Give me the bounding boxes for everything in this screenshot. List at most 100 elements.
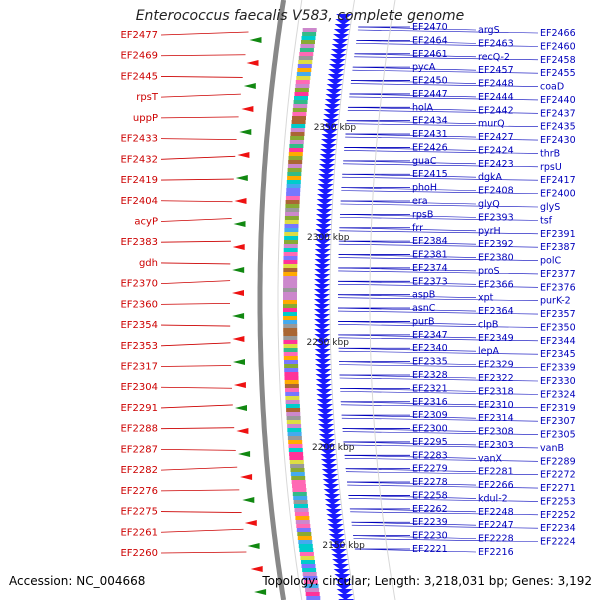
right-feature-label: EF2322: [478, 373, 514, 384]
cog-band: [283, 316, 298, 320]
cog-band: [300, 44, 315, 48]
left-leader-line: [160, 386, 233, 389]
cog-band: [291, 124, 306, 128]
cds-arrow: [325, 509, 342, 515]
right-leader-line: [338, 267, 477, 272]
cog-band: [297, 64, 312, 68]
cog-band: [294, 96, 308, 100]
right-feature-label: EF2387: [540, 242, 576, 253]
cog-band: [283, 324, 298, 328]
cds-arrow: [327, 524, 344, 530]
left-feature-label: EF2353: [120, 341, 158, 352]
cog-band: [299, 48, 314, 52]
left-feature-label: EF2354: [120, 320, 158, 331]
cog-band: [284, 376, 299, 380]
cog-band: [286, 192, 301, 196]
cds-arrow: [324, 104, 341, 110]
cog-band: [286, 420, 301, 424]
rna-feature: [232, 336, 245, 342]
rna-feature: [249, 37, 262, 43]
cog-band: [284, 232, 299, 236]
right-feature-label: EF2426: [412, 142, 448, 153]
cds-arrow: [329, 59, 346, 65]
right-leader-line: [340, 200, 477, 205]
left-feature-label: gdh: [139, 258, 158, 269]
cds-arrow: [328, 534, 345, 540]
left-leader-line: [160, 302, 231, 305]
cog-band: [283, 244, 298, 248]
cog-band: [283, 268, 298, 272]
rna-feature: [247, 543, 260, 549]
cds-arrow: [318, 169, 335, 175]
cog-band: [289, 148, 304, 152]
right-leader-line: [338, 337, 539, 342]
cog-band: [284, 368, 299, 372]
cds-arrow: [314, 314, 331, 320]
cog-band: [285, 212, 299, 216]
cog-band: [283, 284, 298, 288]
right-feature-label: murQ: [478, 119, 505, 130]
right-feature-label: EF2248: [478, 507, 514, 518]
cog-band: [299, 552, 314, 556]
right-feature-label: EF2464: [412, 35, 448, 46]
right-feature-label: EF2339: [540, 363, 576, 374]
cog-band: [296, 76, 311, 80]
right-leader-line: [337, 294, 477, 298]
cog-band: [293, 496, 308, 500]
cog-band: [289, 452, 304, 456]
cog-band: [295, 80, 310, 84]
right-leader-line: [349, 508, 477, 513]
cds-arrow: [314, 264, 331, 270]
left-feature-label: EF2477: [120, 30, 158, 41]
right-leader-line: [338, 240, 477, 245]
right-feature-label: EF2247: [478, 520, 514, 531]
left-feature-label: EF2291: [120, 403, 158, 414]
right-leader-line: [343, 441, 477, 446]
cog-band: [296, 524, 311, 528]
left-feature-label: EF2260: [120, 548, 158, 559]
cog-band: [287, 432, 302, 436]
right-feature-label: glyS: [540, 202, 560, 213]
right-feature-label: purB: [412, 316, 434, 327]
left-leader-line: [160, 138, 237, 140]
cog-band: [292, 484, 306, 488]
cds-arrow: [314, 324, 331, 330]
cog-band: [289, 140, 304, 144]
cog-band: [295, 520, 310, 524]
right-leader-line: [344, 147, 477, 151]
rna-feature: [232, 290, 244, 296]
left-feature-label: EF2383: [120, 237, 158, 248]
cds-arrow: [332, 39, 349, 45]
left-leader-line: [160, 280, 231, 285]
cds-arrow: [321, 464, 338, 470]
cog-band: [296, 528, 311, 532]
cog-band: [283, 312, 297, 316]
cog-band: [288, 160, 303, 164]
cog-band: [290, 132, 305, 136]
right-leader-line: [340, 401, 477, 406]
cds-arrow: [324, 494, 341, 500]
cds-arrow: [319, 154, 336, 160]
right-leader-line: [341, 187, 477, 191]
cog-band: [295, 84, 310, 88]
right-feature-label: EF2364: [478, 306, 514, 317]
cog-band: [301, 564, 316, 568]
right-feature-label: EF2430: [540, 135, 576, 146]
left-leader-line: [160, 116, 239, 119]
cds-arrow: [331, 554, 348, 560]
cds-arrow: [314, 334, 331, 340]
cds-arrow: [314, 349, 331, 355]
right-leader-line: [339, 374, 477, 379]
right-feature-label: argS: [478, 25, 500, 36]
cog-band: [295, 516, 310, 520]
right-leader-line: [351, 80, 477, 84]
left-leader-line: [160, 200, 233, 203]
cds-arrow: [314, 269, 331, 275]
right-leader-line: [354, 548, 477, 553]
scale-label: 2300 kbp: [307, 233, 350, 243]
cds-arrow: [327, 79, 344, 85]
right-leader-line: [357, 29, 539, 34]
right-feature-label: clpB: [478, 319, 498, 330]
right-leader-line: [345, 133, 477, 138]
